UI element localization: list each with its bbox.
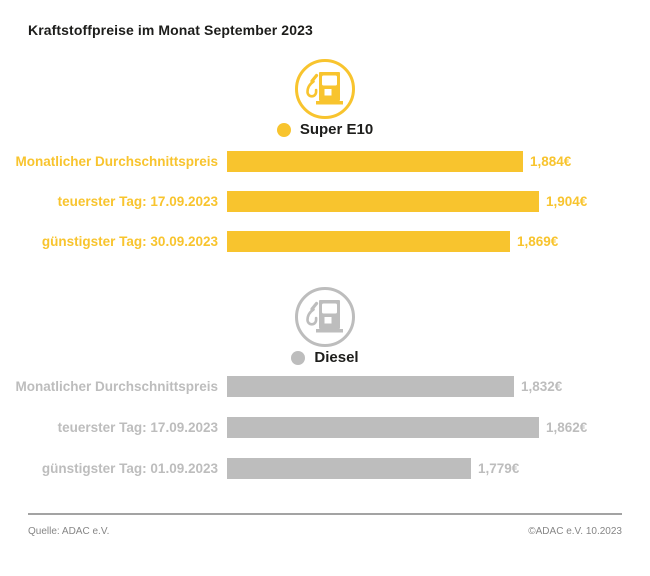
legend-label: Super E10 [299,121,374,138]
legend-dot [276,122,291,137]
bar-category-label: günstigster Tag: 01.09.2023 [41,461,218,476]
fuel-section: Diesel Monatlicher Durchschnittspreis 1,… [0,285,650,499]
legend: Diesel [0,349,650,366]
bar-row: Monatlicher Durchschnittspreis 1,832€ [0,376,650,397]
bar [227,151,523,172]
source-note: Quelle: ADAC e.V. [28,526,110,537]
page-title: Kraftstoffpreise im Monat September 2023 [28,22,313,38]
bar [227,417,539,438]
bar [227,376,514,397]
bar-row: teuerster Tag: 17.09.2023 1,862€ [0,417,650,438]
legend-label: Diesel [314,349,359,366]
copyright-note: ©ADAC e.V. 10.2023 [528,526,622,537]
bar [227,191,539,212]
legend: Super E10 [0,121,650,138]
fuel-pump-icon [293,285,357,349]
bar-row: günstigster Tag: 01.09.2023 1,779€ [0,458,650,479]
bar-category-label: günstigster Tag: 30.09.2023 [41,234,218,249]
bar-rows: Monatlicher Durchschnittspreis 1,884€ te… [0,151,650,252]
bar [227,231,510,252]
bar-row: günstigster Tag: 30.09.2023 1,869€ [0,231,650,252]
fuel-pump-icon [293,57,357,121]
bar-rows: Monatlicher Durchschnittspreis 1,832€ te… [0,376,650,479]
bar-category-label: teuerster Tag: 17.09.2023 [57,420,218,435]
bar-row: Monatlicher Durchschnittspreis 1,884€ [0,151,650,172]
bar-category-label: Monatlicher Durchschnittspreis [15,154,218,169]
bar-value-label: 1,869€ [517,234,559,249]
bar-category-label: Monatlicher Durchschnittspreis [15,379,218,394]
bar-category-label: teuerster Tag: 17.09.2023 [57,194,218,209]
footer-divider [28,513,622,515]
bar-value-label: 1,862€ [546,420,588,435]
bar-value-label: 1,904€ [546,194,588,209]
bar-value-label: 1,779€ [478,461,520,476]
fuel-section: Super E10 Monatlicher Durchschnittspreis… [0,57,650,271]
bar-value-label: 1,884€ [530,154,572,169]
bar [227,458,471,479]
bar-row: teuerster Tag: 17.09.2023 1,904€ [0,191,650,212]
legend-dot [291,350,306,365]
bar-value-label: 1,832€ [521,379,563,394]
